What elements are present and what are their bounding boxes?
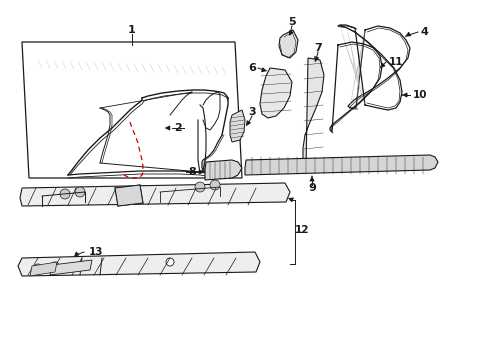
Text: 8: 8 — [188, 167, 196, 177]
Text: 10: 10 — [412, 90, 427, 100]
Polygon shape — [30, 262, 57, 276]
Circle shape — [209, 180, 220, 190]
Polygon shape — [20, 183, 289, 206]
Text: 11: 11 — [388, 57, 403, 67]
Polygon shape — [50, 260, 92, 275]
Text: 5: 5 — [287, 17, 295, 27]
Circle shape — [165, 258, 174, 266]
Text: 7: 7 — [313, 43, 321, 53]
Polygon shape — [229, 110, 244, 142]
Polygon shape — [115, 185, 142, 206]
Circle shape — [60, 189, 70, 199]
Polygon shape — [279, 30, 297, 58]
Text: 12: 12 — [294, 225, 308, 235]
Polygon shape — [260, 68, 291, 118]
Circle shape — [51, 262, 59, 270]
Polygon shape — [22, 42, 242, 178]
Text: 3: 3 — [248, 107, 255, 117]
Circle shape — [34, 264, 42, 272]
Circle shape — [195, 182, 204, 192]
Polygon shape — [18, 252, 260, 276]
Text: 9: 9 — [307, 183, 315, 193]
Text: 13: 13 — [88, 247, 103, 257]
Polygon shape — [303, 58, 324, 168]
Circle shape — [75, 187, 85, 197]
Polygon shape — [204, 160, 242, 180]
Text: 6: 6 — [247, 63, 255, 73]
Text: 1: 1 — [128, 25, 136, 35]
Text: 2: 2 — [174, 123, 182, 133]
Text: 4: 4 — [419, 27, 427, 37]
Polygon shape — [244, 155, 437, 175]
